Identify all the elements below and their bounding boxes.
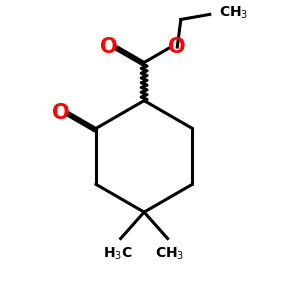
Text: O: O	[52, 103, 70, 123]
Text: O: O	[100, 37, 118, 57]
Text: CH$_3$: CH$_3$	[219, 5, 248, 21]
Text: H$_3$C: H$_3$C	[103, 246, 133, 262]
Text: O: O	[169, 37, 186, 57]
Text: CH$_3$: CH$_3$	[155, 246, 184, 262]
